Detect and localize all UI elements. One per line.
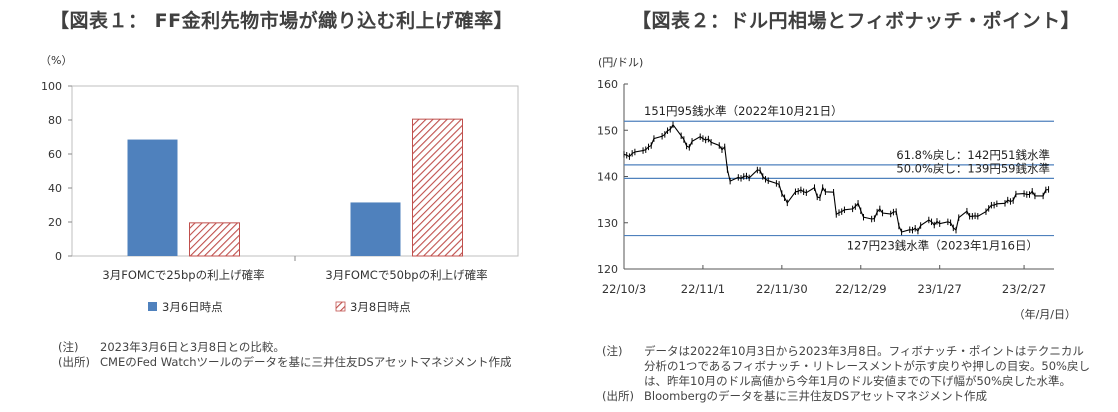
source-label: (出所) <box>58 355 90 369</box>
bar-mar6 <box>350 202 401 256</box>
chart1-title: 【図表１： FF金利先物市場が織り込む利上げ確率】 <box>50 10 514 32</box>
chart1-source-row: (出所) CMEのFed Watchツールのデータを基に三井住友DSアセットマネジ… <box>58 355 538 370</box>
chart1-notes: (注) 2023年3月6日と3月8日との比較。 (出所) CMEのFed Watch… <box>58 340 538 370</box>
y-tick-label: 100 <box>41 80 62 93</box>
x-category-label: 3月FOMCで25bpの利上げ確率 <box>102 268 264 282</box>
x-tick-label: 23/2/27 <box>1002 282 1046 296</box>
note-label: (注) <box>602 344 623 358</box>
legend-swatch <box>335 301 346 312</box>
chart2-title: 【図表２：ドル円相場とフィボナッチ・ポイント】 <box>632 10 1081 32</box>
chart2-source-row: (出所) Bloombergのデータを基に三井住友DSアセットマネジメント作成 <box>602 389 1102 404</box>
y-tick-label: 80 <box>48 114 62 127</box>
y-tick-label: 160 <box>597 78 618 91</box>
chart2-note-row: (注) データは2022年10月3日から2023年3月8日。フィボナッチ・ポイント… <box>602 344 1102 389</box>
bar-mar8 <box>189 222 240 257</box>
reference-line-label: 50.0%戻し：139円59銭水準 <box>896 161 1050 175</box>
y-tick-label: 20 <box>48 216 62 229</box>
reference-line-label: 151円95銭水準（2022年10月21日） <box>644 104 843 118</box>
chart2-notes: (注) データは2022年10月3日から2023年3月8日。フィボナッチ・ポイント… <box>602 344 1102 404</box>
y-tick-label: 120 <box>597 263 618 276</box>
chart1-bar-chart: （%） 0 20 40 60 80 100 3月FOMCで25bpの利上げ確率 3月FOMCで5… <box>40 54 519 314</box>
x-category-label: 3月FOMCで50bpの利上げ確率 <box>325 268 487 282</box>
chart1-note-row: (注) 2023年3月6日と3月8日との比較。 <box>58 340 538 355</box>
source-text: CMEのFed Watchツールのデータを基に三井住友DSアセットマネジメント作… <box>100 355 512 369</box>
source-label: (出所) <box>602 389 634 403</box>
note-text: データは2022年10月3日から2023年3月8日。フィボナッチ・ポイントはテク… <box>644 344 1090 388</box>
y-tick-label: 40 <box>48 182 62 195</box>
x-unit-label: （年/月/日） <box>1014 307 1076 321</box>
reference-line-label: 127円23銭水準（2023年1月16日） <box>847 239 1038 253</box>
y-tick-label: 130 <box>597 217 618 230</box>
y-tick-label: 150 <box>597 124 618 137</box>
chart2-unit-label: (円/ドル) <box>598 56 643 69</box>
chart2-usdjpy-chart: (円/ドル) 120 130 140 150 160 22/10/3 22/11/1 22/11… <box>597 56 1076 321</box>
chart1-unit-label: （%） <box>40 54 72 67</box>
source-text: Bloombergのデータを基に三井住友DSアセットマネジメント作成 <box>644 389 987 403</box>
note-label: (注) <box>58 340 79 354</box>
note-text: 2023年3月6日と3月8日との比較。 <box>100 340 285 354</box>
legend-label: 3月6日時点 <box>162 300 223 314</box>
x-tick-label: 23/1/27 <box>918 282 962 296</box>
x-tick-label: 22/10/3 <box>602 282 646 296</box>
x-tick-label: 22/11/1 <box>681 282 725 296</box>
x-tick-label: 22/12/29 <box>835 282 887 296</box>
bar-mar8 <box>412 118 463 257</box>
y-tick-label: 140 <box>597 171 618 184</box>
y-tick-label: 0 <box>55 250 62 263</box>
reference-line-label: 61.8%戻し：142円51銭水準 <box>896 148 1050 162</box>
y-tick-label: 60 <box>48 148 62 161</box>
x-tick-label: 22/11/30 <box>756 282 808 296</box>
bar-mar6 <box>127 139 178 256</box>
legend-label: 3月8日時点 <box>350 300 411 314</box>
legend-swatch <box>148 302 157 311</box>
